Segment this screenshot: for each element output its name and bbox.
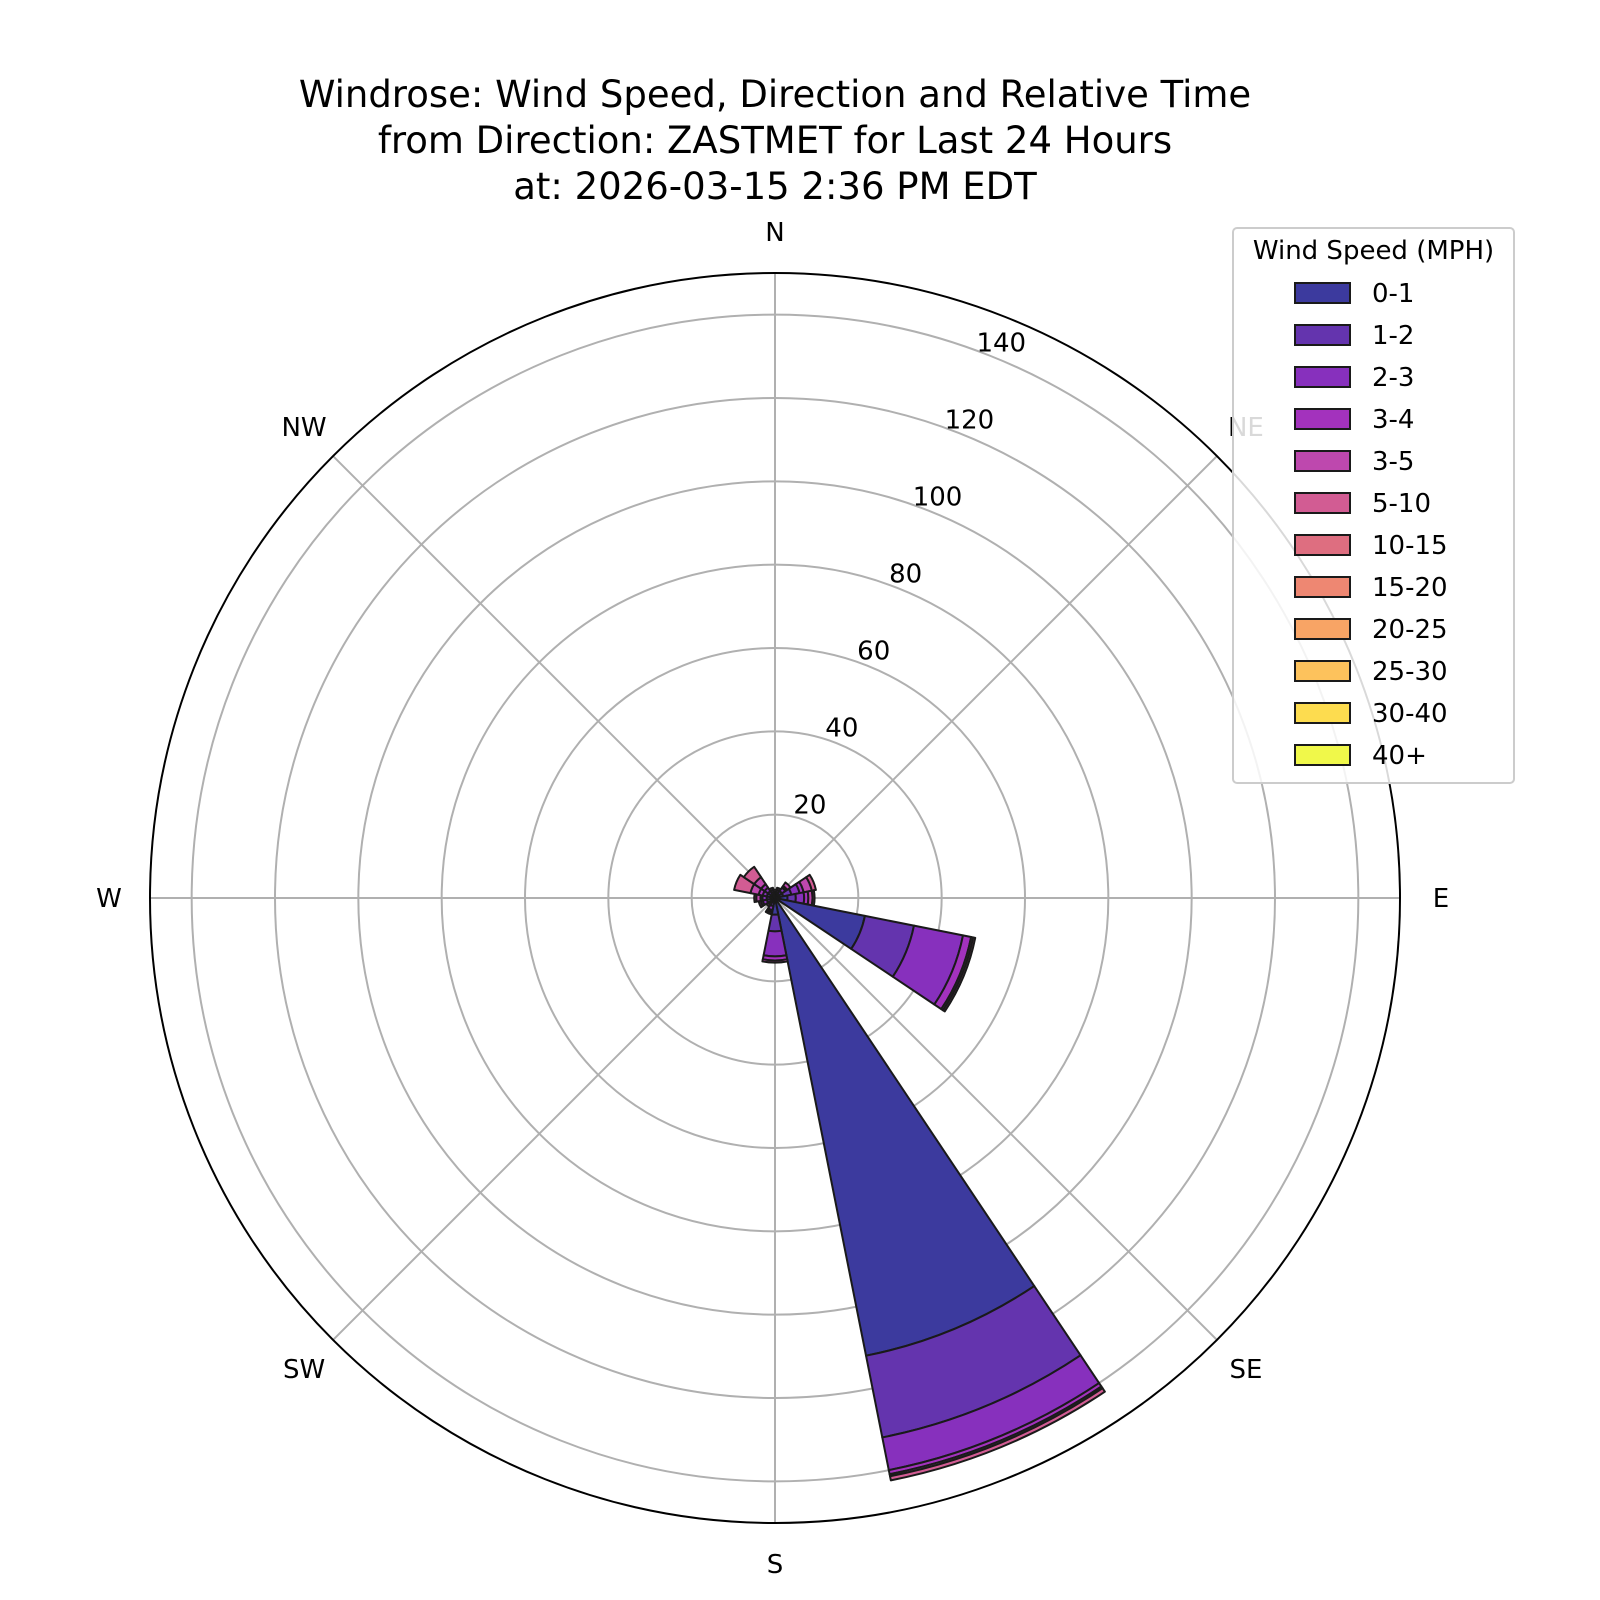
radial-tick-20: 20 [793,791,826,821]
grid-spoke-nw [332,455,776,899]
direction-label-n: N [765,218,784,248]
direction-label-w: W [96,884,122,914]
bar-202.5-bin-3-5 [764,909,774,916]
legend-swatch-20-25 [1294,618,1351,640]
legend-swatch-10-15 [1294,534,1351,556]
bar-157.5-bin-5-10 [889,1387,1106,1482]
title-line-3: at: 2026-03-15 2:36 PM EDT [513,165,1037,208]
legend-swatch-2-3 [1294,366,1351,388]
legend-swatch-25-30 [1294,660,1351,682]
grid-spoke-sw [332,897,776,1341]
title-line-1: Windrose: Wind Speed, Direction and Rela… [299,73,1251,116]
radial-tick-100: 100 [913,483,963,513]
grid-spoke-ne [774,455,1218,899]
legend-label-3-4: 3-4 [1372,405,1414,435]
direction-label-nw: NW [281,413,326,443]
legend-swatch-30-40 [1294,702,1351,724]
legend-label-0-1: 0-1 [1372,279,1414,309]
bar-112.5-bin-5-10 [942,936,977,1013]
grid-spoke-se [774,897,1218,1341]
legend-label-10-15: 10-15 [1372,531,1448,561]
bar-315-bin-5-10 [742,865,763,886]
legend-label-25-30: 25-30 [1372,657,1448,687]
radial-tick-60: 60 [857,637,890,667]
bar-180-bin-2-3 [762,929,788,958]
legend-label-40+: 40+ [1372,741,1427,771]
legend-label-30-40: 30-40 [1372,699,1448,729]
legend-swatch-3-4 [1294,408,1351,430]
bar-337.5-bin-3-5 [768,886,775,893]
radial-tick-40: 40 [825,714,858,744]
outer-ring [149,272,1401,1524]
legend-swatch-1-2 [1294,324,1351,346]
polar-grid [150,273,1400,1523]
legend-swatch-0-1 [1294,282,1351,304]
legend-swatch-15-20 [1294,576,1351,598]
legend-label-15-20: 15-20 [1372,573,1448,603]
radial-tick-120: 120 [945,406,995,436]
bar-67.5-bin-5-10 [805,873,817,892]
legend-label-5-10: 5-10 [1372,489,1431,519]
legend: Wind Speed (MPH) 0-1 1-2 2-3 3-4 3-5 5-10 10-15… [1232,227,1515,784]
direction-label-e: E [1433,884,1449,914]
legend-label-20-25: 20-25 [1372,615,1448,645]
radial-tick-labels: 20 40 60 80 100 120 140 [793,329,1026,821]
legend-swatch-40+ [1294,744,1351,766]
legend-swatch-5-10 [1294,492,1351,514]
wind-bars [733,865,1106,1482]
legend-swatch-3-5 [1294,450,1351,472]
polar-frame [149,272,1401,1524]
radial-tick-140: 140 [976,329,1026,359]
bar-180-bin-3-5 [761,958,789,964]
direction-label-s: S [767,1550,784,1580]
title-line-2: from Direction: ZASTMET for Last 24 Hour… [378,119,1172,162]
radial-tick-80: 80 [889,560,922,590]
legend-label-3-5: 3-5 [1372,447,1414,477]
legend-label-2-3: 2-3 [1372,363,1414,393]
bar-180-bin-1-2 [767,913,783,933]
direction-label-se: SE [1229,1355,1262,1385]
legend-title: Wind Speed (MPH) [1253,236,1494,266]
chart-title: Windrose: Wind Speed, Direction and Rela… [299,73,1251,208]
bar-90-bin-5-10 [810,889,816,907]
bar-292.5-bin-5-10 [733,873,756,895]
direction-label-sw: SW [283,1355,325,1385]
legend-label-1-2: 1-2 [1372,321,1414,351]
